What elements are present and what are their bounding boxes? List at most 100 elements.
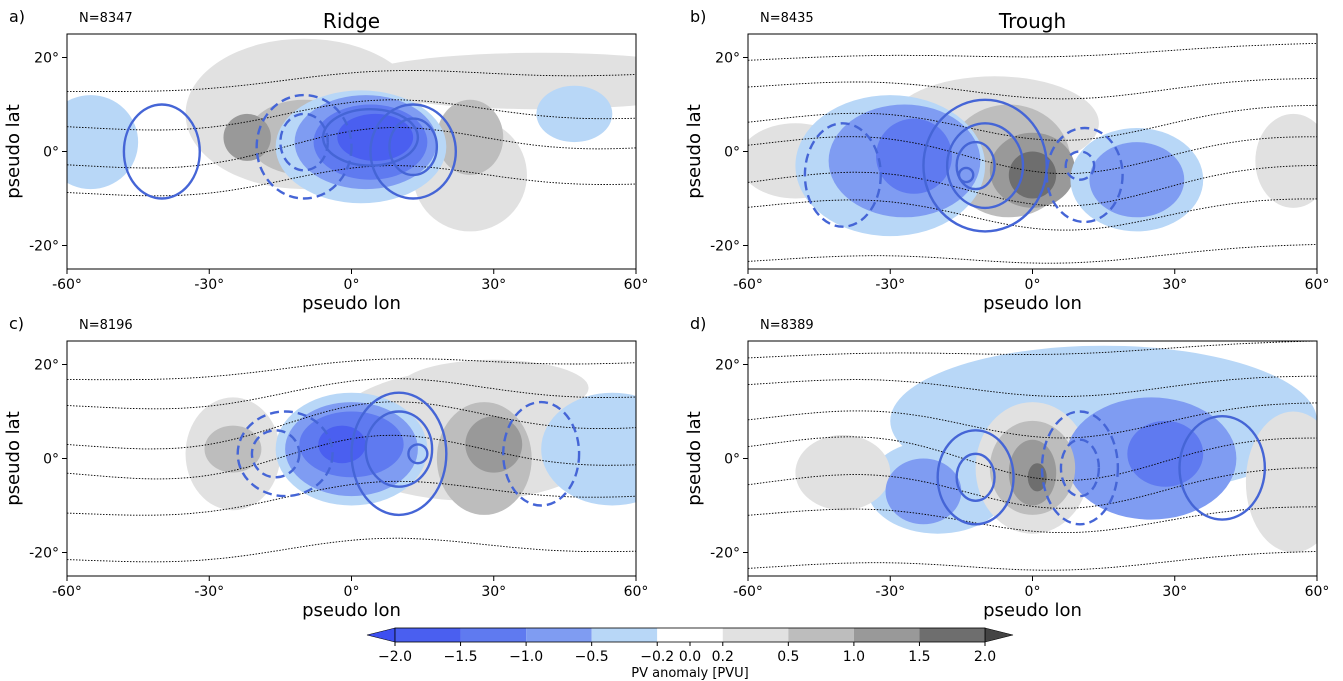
streamline bbox=[748, 78, 1317, 100]
streamline bbox=[67, 127, 636, 169]
x-tick-label: -60° bbox=[52, 584, 82, 600]
x-tick-label: 60° bbox=[1305, 277, 1330, 293]
y-axis-label: pseudo lat bbox=[3, 411, 24, 506]
solid-contour bbox=[122, 103, 201, 200]
solid-contour bbox=[350, 391, 448, 517]
colorbar-tick-label: 0.2 bbox=[712, 649, 734, 665]
colorbar-bin bbox=[657, 628, 723, 642]
panel-c: -60° -30° 0° 30° 60° 20° 0° -20° pseudo lon pseud… bbox=[3, 314, 649, 621]
x-tick-label: 30° bbox=[1162, 584, 1187, 600]
panel-label: a) bbox=[9, 7, 25, 26]
dashed-contour bbox=[1040, 410, 1120, 526]
y-tick-label: 20° bbox=[34, 51, 59, 67]
x-axis-label: pseudo lon bbox=[302, 600, 401, 621]
y-tick-label: -20° bbox=[29, 546, 59, 562]
x-tick-label: 60° bbox=[624, 277, 649, 293]
colorbar-tick-label: −0.2 bbox=[640, 649, 674, 665]
dashed-contour bbox=[279, 112, 329, 172]
anomaly-region bbox=[465, 416, 523, 473]
colorbar-tick-label: −2.0 bbox=[378, 649, 412, 665]
solid-contour bbox=[407, 443, 429, 465]
anomaly-region bbox=[1255, 113, 1317, 208]
plot-area bbox=[67, 358, 636, 563]
streamline bbox=[748, 506, 1317, 534]
streamline bbox=[748, 341, 1317, 359]
solid-contour bbox=[364, 410, 434, 488]
colorbar-tick-label: 1.0 bbox=[843, 649, 865, 665]
colorbar-tick-label: −1.0 bbox=[509, 649, 543, 665]
colorbar: −2.0 −1.5 −1.0 −0.5 −0.2 0.0 0.2 0.5 1.0 1.5 2.0 PV… bbox=[366, 627, 1014, 681]
panel-title: Ridge bbox=[323, 9, 380, 33]
x-tick-label: -30° bbox=[194, 584, 224, 600]
x-axis-label: pseudo lon bbox=[983, 293, 1082, 314]
anomaly-region bbox=[223, 113, 271, 161]
x-tick-label: 60° bbox=[624, 584, 649, 600]
streamline bbox=[748, 165, 1317, 207]
x-axis-label: pseudo lon bbox=[302, 293, 401, 314]
streamline bbox=[748, 136, 1317, 175]
streamline bbox=[67, 70, 636, 92]
y-tick-label: 0° bbox=[43, 145, 59, 161]
anomaly-region bbox=[1245, 411, 1317, 553]
sample-count: N=8435 bbox=[760, 11, 814, 26]
y-tick-label: 0° bbox=[724, 452, 740, 468]
solid-contour bbox=[1178, 414, 1267, 521]
streamline bbox=[67, 165, 636, 197]
solid-contour bbox=[388, 117, 439, 177]
solid-contour bbox=[369, 103, 458, 200]
streamline bbox=[748, 375, 1317, 397]
plot-area bbox=[748, 341, 1317, 571]
y-tick-label: 20° bbox=[715, 51, 740, 67]
y-tick-label: 0° bbox=[43, 452, 59, 468]
plot-area bbox=[748, 42, 1317, 264]
panel-b: -60° -30° 0° 30° 60° 20° 0° -20° pseudo lon pseud… bbox=[684, 7, 1330, 314]
colorbar-bin bbox=[591, 628, 658, 642]
streamline bbox=[67, 378, 636, 410]
x-tick-label: 0° bbox=[344, 277, 360, 293]
solid-contour bbox=[936, 429, 1015, 526]
anomaly-region bbox=[536, 85, 613, 143]
anomaly-region bbox=[1089, 142, 1185, 218]
y-axis-label: pseudo lat bbox=[3, 104, 24, 199]
y-axis-label: pseudo lat bbox=[684, 104, 705, 199]
x-tick-label: 0° bbox=[344, 584, 360, 600]
anomaly-region bbox=[204, 425, 262, 473]
anomaly-region bbox=[436, 99, 504, 175]
x-tick-label: -60° bbox=[733, 277, 763, 293]
x-tick-label: -30° bbox=[875, 277, 905, 293]
colorbar-tick-label: 1.5 bbox=[908, 649, 930, 665]
x-tick-label: 30° bbox=[1162, 277, 1187, 293]
anomaly-region bbox=[541, 392, 636, 506]
anomaly-region bbox=[1127, 420, 1204, 487]
colorbar-bin bbox=[788, 628, 854, 642]
sample-count: N=8347 bbox=[79, 11, 133, 26]
streamline bbox=[67, 537, 636, 563]
solid-contour bbox=[945, 122, 1025, 210]
panel-label: c) bbox=[9, 314, 24, 333]
streamline bbox=[748, 436, 1317, 481]
solid-contour bbox=[922, 98, 1048, 233]
x-tick-label: 0° bbox=[1025, 584, 1041, 600]
panel-d: -60° -30° 0° 30° 60° 20° 0° -20° pseudo lon pseud… bbox=[684, 314, 1329, 621]
sample-count: N=8389 bbox=[760, 318, 814, 333]
anomaly-region bbox=[885, 458, 962, 525]
solid-contour bbox=[955, 452, 996, 502]
x-tick-label: -60° bbox=[733, 584, 763, 600]
colorbar-bin bbox=[460, 628, 527, 642]
colorbar-bin bbox=[395, 628, 461, 642]
anomaly-region bbox=[337, 113, 414, 161]
panel-label: d) bbox=[690, 314, 706, 333]
colorbar-bin bbox=[853, 628, 920, 642]
dashed-contour bbox=[803, 122, 882, 228]
plot-area bbox=[67, 38, 636, 232]
anomaly-region bbox=[795, 435, 891, 511]
x-tick-label: 30° bbox=[481, 277, 506, 293]
sample-count: N=8196 bbox=[79, 318, 133, 333]
x-tick-label: -60° bbox=[52, 277, 82, 293]
x-tick-label: -30° bbox=[875, 584, 905, 600]
colorbar-bin bbox=[722, 628, 789, 642]
y-tick-label: 20° bbox=[34, 358, 59, 374]
colorbar-tick-label: −0.5 bbox=[575, 649, 609, 665]
anomaly-region bbox=[67, 95, 139, 190]
